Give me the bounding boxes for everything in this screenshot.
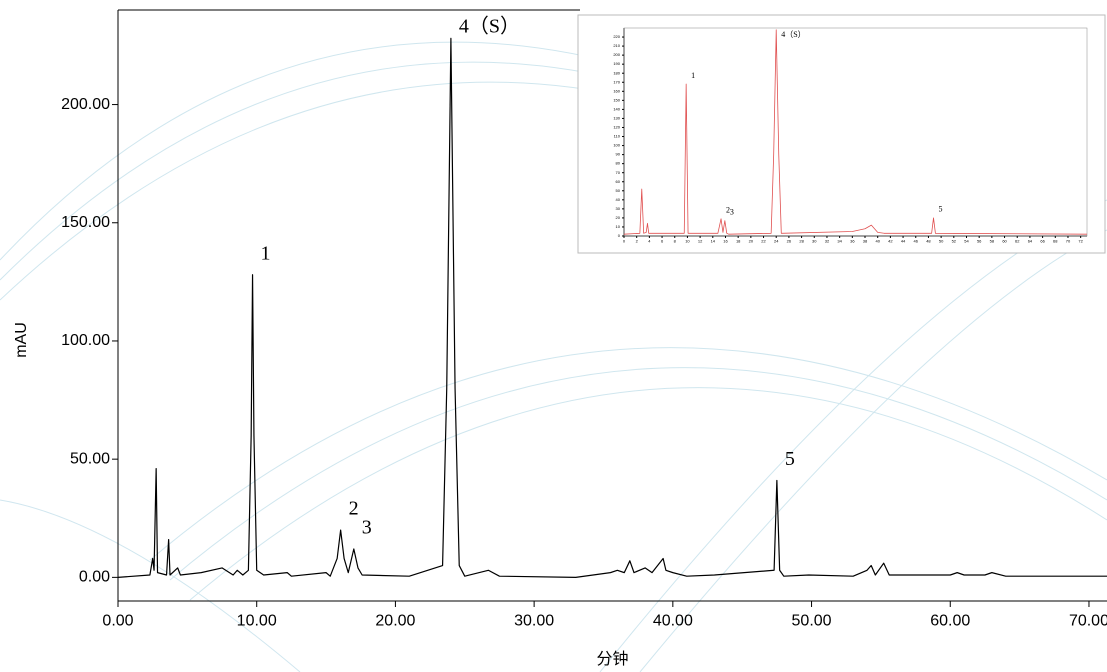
- plot-frame: [623, 27, 1088, 237]
- x-tick-label: 28: [799, 239, 804, 244]
- y-tick-label: 170: [613, 79, 620, 84]
- swirl: [189, 387, 1107, 601]
- y-tick-label: 190: [613, 61, 620, 66]
- x-tick-label: 44: [901, 239, 906, 244]
- x-tick-label: 40.00: [653, 613, 693, 630]
- x-tick-label: 26: [787, 239, 792, 244]
- y-axis-label: mAU: [13, 322, 30, 358]
- x-tick-label: 10.00: [237, 613, 277, 630]
- x-tick-label: 10: [685, 239, 690, 244]
- y-tick-label: 0.00: [79, 569, 110, 586]
- peak-label: 3: [362, 517, 372, 539]
- y-tick-label: 60: [616, 179, 621, 184]
- x-tick-label: 68: [1053, 239, 1058, 244]
- peak-label: 2: [726, 206, 730, 215]
- y-tick-label: 0: [618, 233, 621, 238]
- x-tick-label: 22: [761, 239, 766, 244]
- trace: [623, 29, 1088, 235]
- x-tick-label: 36: [850, 239, 855, 244]
- x-tick-label: 32: [825, 239, 830, 244]
- inset-panel: [577, 14, 1106, 254]
- swirl: [149, 347, 1107, 561]
- y-tick-label: 90: [616, 152, 621, 157]
- x-tick-label: 14: [711, 239, 716, 244]
- peak-label: 4（S）: [781, 30, 805, 39]
- x-tick-label: 52: [952, 239, 957, 244]
- x-tick-label: 40: [875, 239, 880, 244]
- x-tick-label: 46: [914, 239, 919, 244]
- trace: [117, 37, 1107, 578]
- x-tick-label: 4: [648, 239, 651, 244]
- x-tick-label: 50.00: [792, 613, 832, 630]
- x-axis-label: 分钟: [596, 650, 628, 668]
- y-tick-label: 180: [613, 70, 620, 75]
- x-tick-label: 38: [863, 239, 868, 244]
- x-tick-label: 64: [1028, 239, 1033, 244]
- x-tick-label: 50: [939, 239, 944, 244]
- y-tick-label: 50: [616, 188, 621, 193]
- y-tick-label: 150.00: [61, 214, 110, 231]
- x-tick-label: 24: [774, 239, 779, 244]
- x-tick-label: 72: [1078, 239, 1083, 244]
- peak-label: 5: [939, 205, 943, 214]
- y-tick-label: 150: [613, 97, 620, 102]
- x-tick-label: 2: [636, 239, 639, 244]
- peak-label: 1: [691, 71, 695, 80]
- x-tick-label: 48: [926, 239, 931, 244]
- x-tick-label: 20.00: [375, 613, 415, 630]
- y-tick-label: 100.00: [61, 332, 110, 349]
- x-tick-label: 60.00: [930, 613, 970, 630]
- x-tick-label: 20: [749, 239, 754, 244]
- x-tick-label: 18: [736, 239, 741, 244]
- x-tick-label: 54: [964, 239, 969, 244]
- x-tick-label: 0: [623, 239, 626, 244]
- swirl: [639, 229, 1107, 672]
- y-tick-label: 20: [616, 215, 621, 220]
- x-tick-label: 42: [888, 239, 893, 244]
- x-tick-label: 62: [1015, 239, 1020, 244]
- y-tick-label: 80: [616, 161, 621, 166]
- y-tick-label: 220: [613, 34, 620, 39]
- x-tick-label: 0.00: [102, 613, 133, 630]
- y-tick-label: 120: [613, 125, 620, 130]
- x-tick-label: 8: [674, 239, 677, 244]
- x-tick-label: 34: [837, 239, 842, 244]
- y-tick-label: 130: [613, 115, 620, 120]
- y-tick-label: 210: [613, 43, 620, 48]
- peak-label: 2: [349, 498, 359, 520]
- x-tick-label: 66: [1040, 239, 1045, 244]
- swirl: [0, 499, 301, 672]
- y-tick-label: 200.00: [61, 96, 110, 113]
- x-tick-label: 60: [1002, 239, 1007, 244]
- x-tick-label: 58: [990, 239, 995, 244]
- x-tick-label: 56: [977, 239, 982, 244]
- y-tick-label: 70: [616, 170, 621, 175]
- y-tick-label: 110: [614, 134, 621, 139]
- x-tick-label: 16: [723, 239, 728, 244]
- y-tick-label: 140: [613, 106, 620, 111]
- background-swirl: [0, 41, 1107, 672]
- x-tick-label: 30: [812, 239, 817, 244]
- x-tick-label: 30.00: [514, 613, 554, 630]
- y-tick-label: 50.00: [70, 450, 110, 467]
- y-tick-label: 30: [616, 206, 621, 211]
- peak-label: 3: [730, 207, 734, 216]
- peak-label: 4（S）: [459, 15, 520, 38]
- x-tick-label: 6: [661, 239, 664, 244]
- swirl: [169, 367, 1107, 581]
- y-tick-label: 200: [613, 52, 620, 57]
- x-tick-label: 70: [1066, 239, 1071, 244]
- x-tick-label: 70.00: [1069, 613, 1107, 630]
- x-tick-label: 12: [698, 239, 703, 244]
- peak-label: 1: [261, 242, 271, 264]
- y-tick-label: 100: [613, 143, 620, 148]
- peak-label: 5: [785, 448, 795, 470]
- y-tick-label: 40: [616, 197, 621, 202]
- y-tick-label: 160: [613, 88, 620, 93]
- y-tick-label: 10: [616, 224, 621, 229]
